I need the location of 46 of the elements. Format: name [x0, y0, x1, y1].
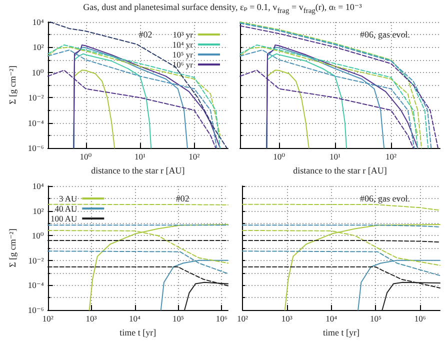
y-tick-label: 10⁻⁶: [28, 143, 44, 153]
x-axis-title: time t [yr]: [323, 327, 360, 338]
y-axis-title: Σ [g cm⁻²]: [8, 228, 18, 268]
x-tick-label: 10²: [188, 152, 200, 162]
x-tick-label: 10²: [42, 314, 54, 324]
y-tick-label: 10⁻²: [28, 92, 44, 103]
y-tick-label: 10⁻⁴: [28, 280, 44, 290]
legend-label: 40 AU: [54, 204, 78, 214]
x-axis-title: distance to the star r [AU]: [293, 165, 387, 176]
x-tick-label: 10⁰: [273, 152, 286, 162]
x-axis-title: time t [yr]: [120, 327, 156, 338]
y-tick-label: 10²: [32, 42, 44, 52]
x-tick-label: 10⁵: [172, 314, 184, 324]
y-axis-title: Σ [g cm⁻²]: [8, 66, 18, 104]
annotation: #06, gas evol.: [360, 30, 410, 40]
x-tick-label: 10²: [236, 314, 248, 324]
x-tick-label: 10¹: [134, 152, 146, 162]
y-tick-label: 10⁻⁴: [28, 118, 44, 128]
legend-label: 10⁴ yr: [172, 40, 194, 50]
y-tick-label: 10⁻⁶: [28, 305, 44, 315]
x-tick-label: 10⁴: [326, 314, 338, 324]
x-tick-label: 10³: [281, 314, 293, 324]
legend-label: 10⁶ yr: [172, 60, 194, 70]
x-tick-label: 10⁶: [414, 314, 426, 324]
x-tick-label: 10³: [86, 314, 98, 324]
annotation: #02: [138, 30, 152, 40]
y-tick-label: 10²: [32, 206, 44, 216]
legend-label: 3 AU: [58, 194, 78, 204]
y-tick-label: 10⁰: [32, 67, 44, 78]
chart-title: Gas, dust and planetesimal surface density, εₚ = 0.1, v$_{frag}$ = v$_{frag}$(r), αₜ = 10⁻³: [82, 2, 363, 15]
x-tick-label: 10¹: [330, 152, 342, 162]
x-tick-label: 10⁶: [216, 314, 228, 324]
legend-label: 10³ yr: [172, 30, 194, 40]
x-tick-label: 10²: [386, 152, 397, 162]
y-tick-label: 10⁴: [32, 17, 44, 27]
y-tick-label: 10⁻²: [28, 255, 44, 266]
y-tick-label: 10⁴: [32, 181, 44, 191]
x-tick-label: 10⁰: [80, 152, 92, 162]
legend-label: 100 AU: [50, 214, 78, 224]
annotation: #02: [176, 194, 190, 204]
x-tick-label: 10⁵: [370, 314, 382, 324]
annotation: #06, gas evol.: [360, 194, 410, 204]
x-axis-title: distance to the star r [AU]: [91, 165, 185, 176]
x-tick-label: 10⁴: [129, 314, 141, 324]
y-tick-label: 10⁰: [32, 230, 44, 241]
legend-label: 10⁵ yr: [172, 50, 194, 60]
